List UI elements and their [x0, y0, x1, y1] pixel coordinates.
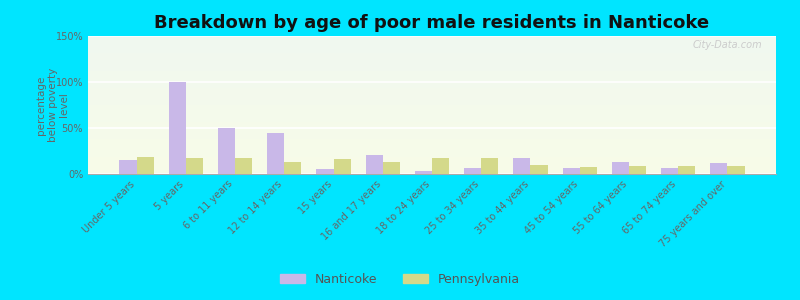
Bar	[169, 82, 186, 174]
Bar	[334, 159, 350, 174]
Bar	[382, 162, 400, 174]
Bar	[562, 168, 580, 174]
Bar	[414, 171, 432, 174]
Bar	[482, 158, 498, 174]
Bar	[366, 155, 382, 174]
Legend: Nanticoke, Pennsylvania: Nanticoke, Pennsylvania	[275, 268, 525, 291]
Bar	[727, 166, 745, 174]
Bar	[186, 158, 203, 174]
Bar	[218, 128, 235, 174]
Text: City-Data.com: City-Data.com	[693, 40, 762, 50]
Bar	[432, 158, 450, 174]
Bar	[661, 169, 678, 174]
Bar	[284, 162, 302, 174]
Bar	[530, 165, 548, 174]
Y-axis label: percentage
below poverty
level: percentage below poverty level	[36, 68, 70, 142]
Title: Breakdown by age of poor male residents in Nanticoke: Breakdown by age of poor male residents …	[154, 14, 710, 32]
Bar	[678, 166, 695, 174]
Bar	[514, 158, 530, 174]
Bar	[316, 169, 334, 174]
Bar	[710, 163, 727, 174]
Bar	[119, 160, 137, 174]
Bar	[612, 162, 629, 174]
Bar	[235, 158, 252, 174]
Bar	[580, 167, 597, 174]
Bar	[464, 168, 482, 174]
Bar	[137, 158, 154, 174]
Bar	[629, 166, 646, 174]
Bar	[267, 133, 284, 174]
